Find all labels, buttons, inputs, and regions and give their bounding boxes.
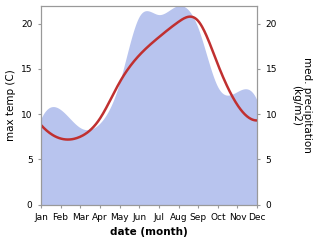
Y-axis label: max temp (C): max temp (C) — [5, 69, 16, 141]
Y-axis label: med. precipitation
(kg/m2): med. precipitation (kg/m2) — [291, 57, 313, 153]
X-axis label: date (month): date (month) — [110, 227, 188, 237]
